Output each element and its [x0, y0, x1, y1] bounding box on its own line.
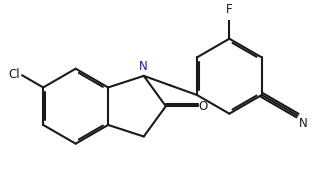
Text: N: N [139, 60, 148, 73]
Text: Cl: Cl [9, 68, 20, 81]
Text: F: F [226, 3, 233, 16]
Text: O: O [199, 100, 208, 113]
Text: N: N [299, 117, 308, 130]
